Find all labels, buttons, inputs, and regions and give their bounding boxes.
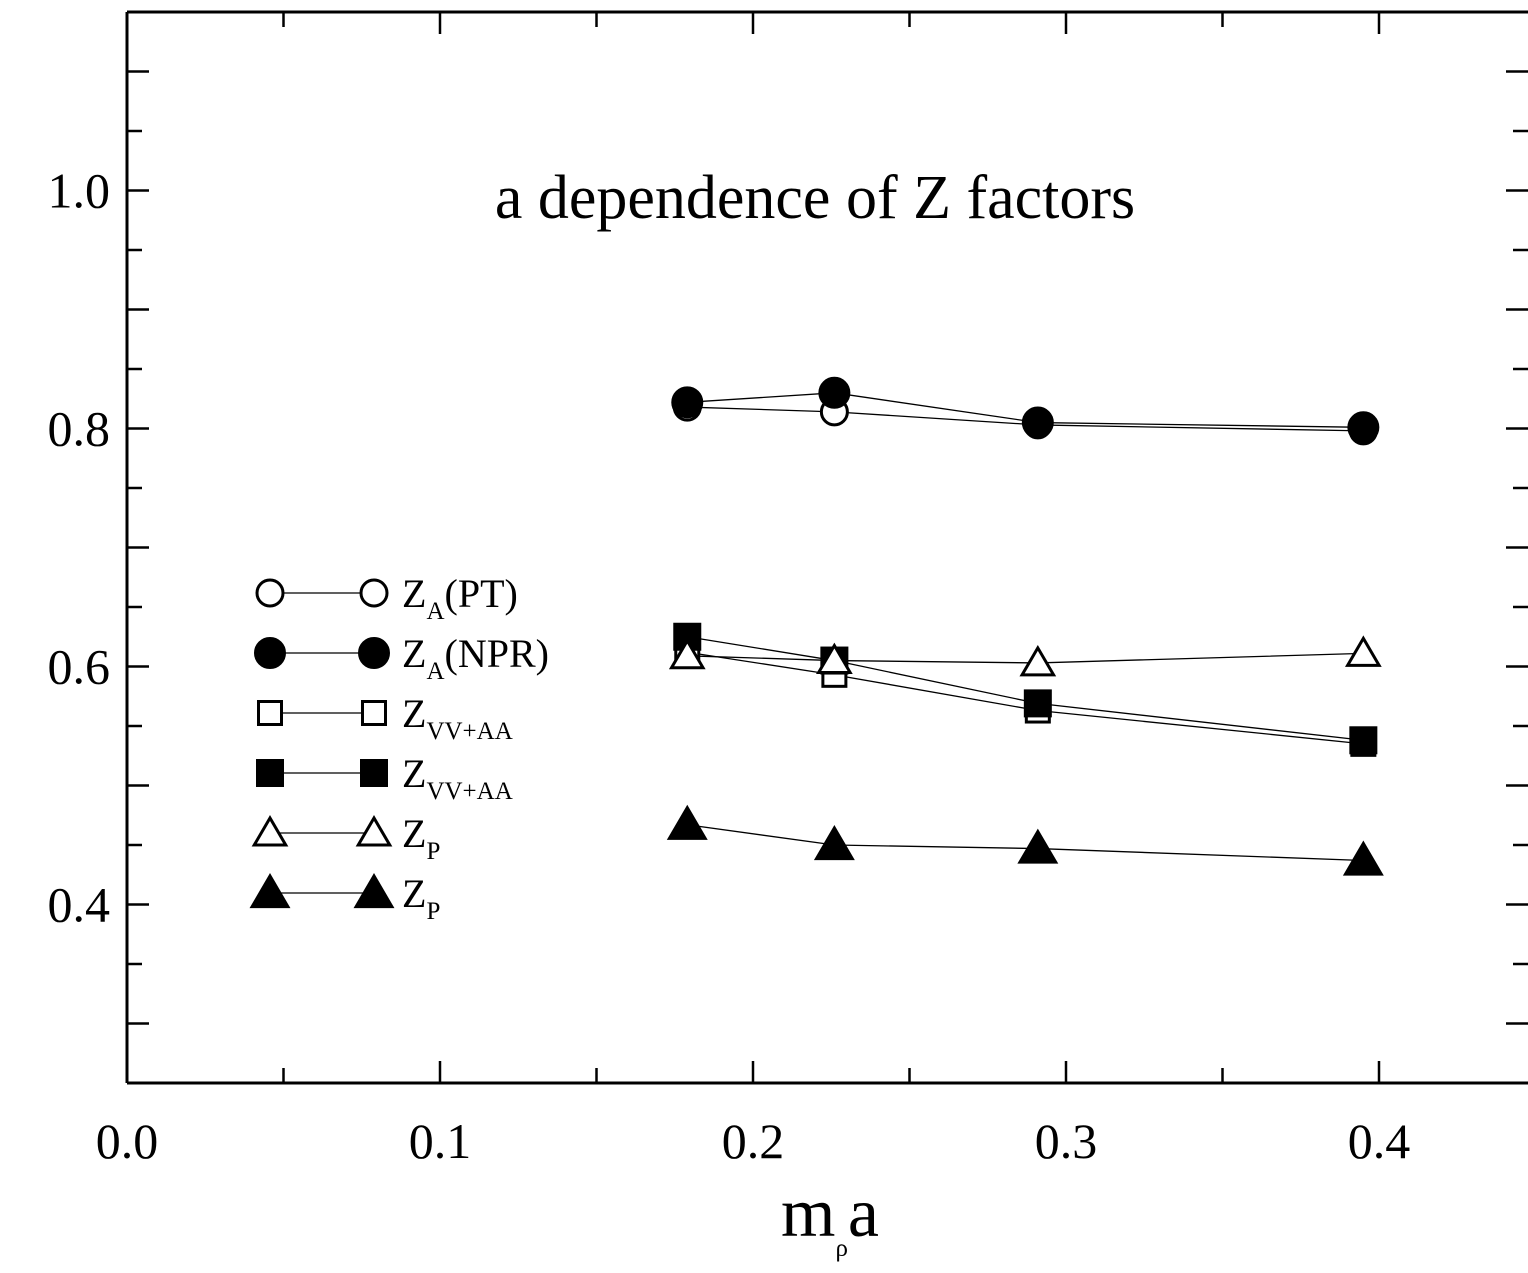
- series-3: [673, 622, 1378, 755]
- data-point: [1347, 411, 1380, 444]
- data-point: [816, 642, 853, 675]
- legend-entry-0: ZA(PT): [255, 571, 518, 625]
- y-tick-label: 0.4: [48, 877, 111, 933]
- legend-label: ZP: [402, 811, 440, 865]
- series-line: [687, 651, 1364, 745]
- data-point: [1023, 689, 1052, 718]
- legend-label: ZA(PT): [402, 571, 518, 625]
- series-4: [668, 635, 1382, 677]
- legend-marker: [359, 578, 389, 608]
- data-point: [1349, 726, 1378, 755]
- series-line: [687, 636, 1364, 741]
- data-point: [671, 386, 704, 419]
- x-tick-label: 0.0: [96, 1113, 159, 1169]
- chart-title: a dependence of Z factors: [495, 164, 1135, 232]
- x-tick-label: 0.3: [1035, 1113, 1098, 1169]
- legend: ZA(PT) ZA(NPR) ZVV+AA ZVV+AA ZP ZP: [249, 571, 549, 925]
- legend-entry-5: ZP: [249, 871, 440, 925]
- series-line: [687, 824, 1364, 862]
- series-line: [687, 652, 1364, 664]
- y-tick-label: 0.6: [48, 639, 111, 695]
- legend-label: ZVV+AA: [402, 751, 513, 805]
- legend-entry-3: ZVV+AA: [256, 751, 513, 805]
- legend-marker: [254, 637, 286, 669]
- data-point: [1342, 840, 1384, 876]
- data-point: [1019, 644, 1057, 677]
- legend-marker: [249, 873, 291, 909]
- data-point: [1017, 828, 1059, 864]
- x-tick-label: 0.4: [1348, 1113, 1411, 1169]
- y-tick-label: 0.8: [48, 401, 111, 457]
- legend-marker: [251, 815, 289, 847]
- legend-entry-2: ZVV+AA: [257, 691, 513, 745]
- legend-marker: [361, 700, 387, 726]
- data-point: [666, 804, 708, 840]
- legend-marker: [257, 700, 283, 726]
- series-5: [666, 804, 1384, 876]
- legend-marker: [256, 759, 284, 787]
- legend-marker: [255, 578, 285, 608]
- x-tick-label: 0.1: [409, 1113, 472, 1169]
- legend-label: ZA(NPR): [402, 631, 549, 685]
- data-point: [668, 637, 706, 670]
- legend-marker: [355, 815, 393, 847]
- legend-entry-1: ZA(NPR): [254, 631, 549, 685]
- x-tick-label: 0.2: [722, 1113, 785, 1169]
- y-tick-label: 1.0: [48, 163, 111, 219]
- legend-label: ZVV+AA: [402, 691, 513, 745]
- legend-marker: [360, 759, 388, 787]
- legend-entry-4: ZP: [251, 811, 440, 865]
- axis-ticks: 0.0 0.1 0.2 0.3 0.4 0.4 0.6 0.8 1.0: [48, 10, 1528, 1169]
- legend-marker: [358, 637, 390, 669]
- data-point: [1344, 635, 1382, 667]
- data-point: [818, 376, 851, 409]
- data-series: [666, 376, 1384, 876]
- data-point: [1021, 406, 1054, 439]
- series-line: [687, 392, 1364, 428]
- series-line: [687, 406, 1364, 432]
- series-1: [671, 376, 1380, 444]
- legend-label: ZP: [402, 871, 440, 925]
- x-axis-label: mρa: [781, 1175, 879, 1262]
- data-point: [813, 825, 855, 861]
- legend-marker: [353, 873, 395, 909]
